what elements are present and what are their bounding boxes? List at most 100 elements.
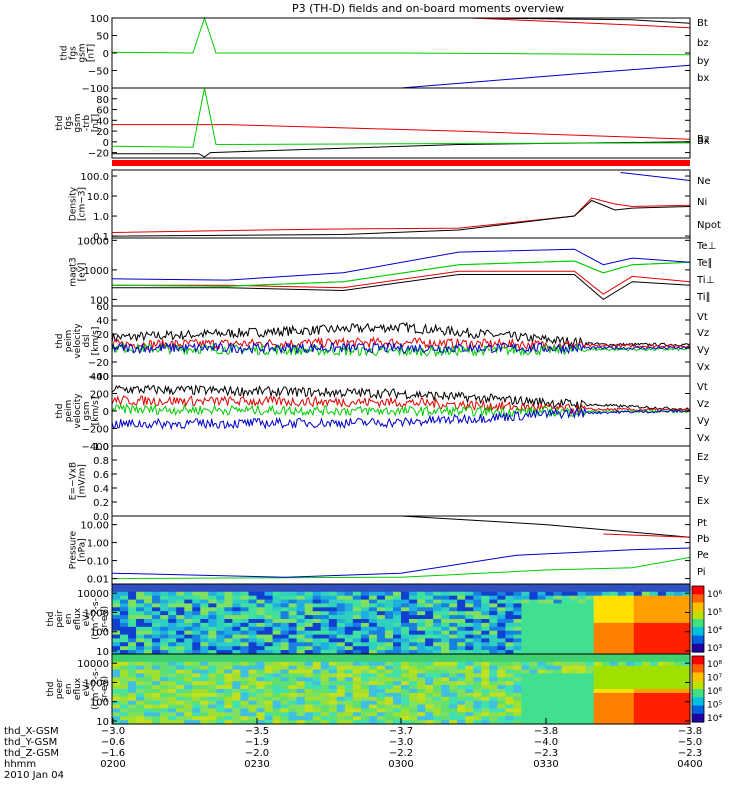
- spectrogram-cell: [561, 657, 571, 663]
- spectrogram-cell: [505, 591, 514, 597]
- spectrogram-cell: [657, 673, 667, 678]
- spectrogram-cell: [216, 665, 225, 671]
- spectrogram-cell: [152, 622, 161, 628]
- spectrogram-cell: [513, 708, 522, 713]
- spectrogram-cell: [449, 716, 458, 721]
- spectrogram-cell: [360, 692, 370, 698]
- spectrogram-cell: [537, 708, 547, 713]
- spectrogram-cell: [673, 591, 683, 597]
- spectrogram-cell: [112, 677, 121, 682]
- spectrogram-cell: [112, 685, 121, 690]
- series-line-bx: [400, 64, 691, 89]
- spectrogram-cell: [272, 673, 282, 678]
- spectrogram-cell: [593, 638, 603, 643]
- spectrogram-cell: [401, 708, 410, 713]
- spectrogram-cell: [425, 626, 434, 632]
- spectrogram-cell: [657, 720, 667, 725]
- spectrogram-cell: [232, 661, 241, 667]
- y-tick-label: 0: [103, 49, 109, 60]
- spectrogram-cell: [657, 704, 667, 710]
- spectrogram-cell: [264, 622, 274, 628]
- spectrogram-cell: [272, 650, 282, 655]
- y-tick-label: 0.1: [93, 232, 109, 243]
- spectrogram-cell: [682, 650, 691, 655]
- spectrogram-cell: [256, 716, 266, 721]
- spectrogram-cell: [232, 599, 241, 605]
- spectrogram-cell: [657, 650, 667, 655]
- spectrogram-cell: [521, 638, 530, 643]
- spectrogram-cell: [545, 654, 555, 659]
- spectrogram-cell: [216, 654, 225, 659]
- spectrogram-cell: [393, 584, 402, 589]
- spectrogram-cell: [128, 642, 137, 647]
- spectrogram-cell: [144, 677, 153, 682]
- spectrogram-cell: [232, 650, 241, 655]
- spectrogram-cell: [513, 650, 522, 655]
- spectrogram-cell: [344, 615, 354, 620]
- colorbar-segment: [692, 664, 704, 674]
- spectrogram-cell: [601, 708, 611, 713]
- spectrogram-cell: [641, 716, 651, 721]
- spectrogram-cell: [368, 677, 378, 682]
- spectrogram-cell: [368, 650, 378, 655]
- spectrogram-cell: [393, 611, 402, 616]
- spectrogram-cell: [312, 626, 322, 632]
- spectrogram-cell: [288, 661, 298, 667]
- spectrogram-cell: [393, 595, 402, 601]
- spectrogram-cell: [136, 708, 145, 713]
- colorbar-frame: [691, 655, 705, 723]
- x-tick-label: 0400: [677, 759, 702, 770]
- spectrogram-cell: [593, 657, 603, 663]
- spectrogram-cell: [224, 615, 233, 620]
- spectrogram-cell: [617, 591, 627, 597]
- spectrogram-cell: [641, 692, 651, 698]
- spectrogram-cell: [192, 622, 201, 628]
- spectrogram-cell: [641, 634, 651, 640]
- spectrogram-cell: [457, 646, 466, 651]
- spectrogram-cell: [505, 696, 514, 702]
- spectrogram-cell: [682, 661, 691, 667]
- spectrogram-cell: [160, 642, 169, 647]
- series-line-npot: [620, 172, 691, 181]
- spectrogram-cell: [216, 591, 225, 597]
- spectrogram-cell: [513, 692, 522, 698]
- spectrogram-cell: [545, 626, 555, 632]
- spectrogram-cell: [376, 607, 386, 612]
- spectrogram-cell: [473, 692, 482, 698]
- spectrogram-cell: [505, 700, 514, 706]
- spectrogram-cell: [224, 638, 233, 643]
- panel-frame: [111, 445, 691, 517]
- spectrogram-cell: [569, 661, 579, 667]
- spectrogram-cell: [264, 677, 274, 682]
- spectrogram-cell: [224, 630, 233, 636]
- spectrogram-cell: [144, 615, 153, 620]
- spectrogram-cell: [144, 607, 153, 612]
- spectrogram-cell: [665, 607, 675, 612]
- spectrogram-cell: [609, 708, 619, 713]
- spectrogram-cell: [433, 587, 442, 593]
- spectrogram-cell: [601, 665, 611, 671]
- spectrogram-cell: [136, 619, 145, 624]
- spectrogram-cell: [537, 716, 547, 721]
- y-axis-label-line: (cm^2-s-: [91, 598, 101, 640]
- spectrogram-cell: [569, 650, 579, 655]
- spectrogram-cell: [561, 603, 571, 608]
- spectrogram-cell: [473, 607, 482, 612]
- y-tick-label: 20: [96, 127, 109, 138]
- spectrogram-cell: [489, 595, 498, 601]
- y-axis-label-line: fgs: [64, 116, 74, 130]
- spectrogram-cell: [497, 685, 506, 690]
- spectrogram-cell: [120, 712, 129, 717]
- spectrogram-cell: [352, 661, 362, 667]
- y-tick-label: 60: [96, 302, 109, 313]
- spectrogram-cell: [136, 696, 145, 702]
- spectrogram-cell: [473, 657, 482, 663]
- spectrogram-cell: [537, 685, 547, 690]
- spectrogram-cell: [184, 603, 193, 608]
- spectrogram-cell: [609, 634, 619, 640]
- spectrogram-cell: [184, 708, 193, 713]
- spectrogram-cell: [192, 708, 201, 713]
- spectrogram-cell: [457, 677, 466, 682]
- spectrogram-cell: [376, 615, 386, 620]
